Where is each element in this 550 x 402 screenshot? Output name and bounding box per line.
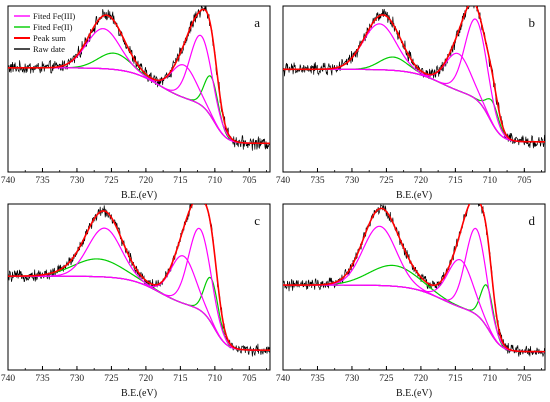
series-fe3-component <box>8 227 270 351</box>
plot-area <box>283 6 545 149</box>
panel-d: 740 735 730 725 720 715 710 705 B.E.(eV) d <box>276 203 546 399</box>
x-tick-label: 735 <box>310 176 325 186</box>
x-tick-label: 735 <box>310 374 325 384</box>
plot-frame <box>7 203 271 371</box>
series-peak-sum <box>283 6 545 143</box>
x-tick-label: 740 <box>276 374 291 384</box>
x-tick-label: 705 <box>242 176 257 186</box>
x-tick-label: 720 <box>139 374 154 384</box>
background-line <box>283 284 545 353</box>
plot-frame <box>282 203 546 371</box>
x-tick-label: 715 <box>448 374 463 384</box>
series-raw-data <box>283 204 545 358</box>
plot-frame <box>282 5 546 173</box>
x-tick-label: 715 <box>173 176 188 186</box>
legend-entry: Raw date <box>33 44 65 54</box>
series-fe2-component <box>283 68 545 143</box>
x-tick-label: 735 <box>35 176 50 186</box>
series-fe3-component <box>283 258 545 353</box>
x-tick-label: 730 <box>345 176 360 186</box>
panel-label: c <box>254 213 260 228</box>
plot-area <box>283 204 545 358</box>
panel-label: a <box>254 15 260 30</box>
x-tick-label: 740 <box>1 374 16 384</box>
plot-area <box>8 6 270 151</box>
series-fe3-component <box>283 52 545 143</box>
series-peak-sum <box>8 204 270 351</box>
panel-a: 740 735 730 725 720 715 710 705 B.E.(eV) a Fited F… <box>1 5 271 201</box>
legend-entry: Fited Fe(II) <box>33 22 73 32</box>
series-fe3-component <box>8 227 270 351</box>
series-peak-sum <box>283 204 545 353</box>
background-line <box>8 67 270 144</box>
x-tick-label: 725 <box>379 176 394 186</box>
x-axis-label: B.E.(eV) <box>396 388 432 399</box>
series-raw-data <box>8 204 270 357</box>
legend-entry: Peak sum <box>33 33 66 43</box>
plot-area <box>8 204 270 357</box>
x-tick-label: 715 <box>173 374 188 384</box>
panel-label: b <box>529 15 536 30</box>
x-tick-label: 710 <box>208 374 223 384</box>
x-tick-label: 710 <box>483 176 498 186</box>
x-tick-label: 720 <box>414 374 429 384</box>
background-line <box>283 68 545 143</box>
legend-entry: Fited Fe(III) <box>33 11 75 21</box>
panel-c: 740 735 730 725 720 715 710 705 B.E.(eV) c <box>1 203 271 399</box>
x-tick-label: 715 <box>448 176 463 186</box>
x-tick-label: 725 <box>104 374 119 384</box>
series-fe2-component <box>8 67 270 144</box>
series-fe2-component <box>283 284 545 353</box>
x-tick-label: 725 <box>104 176 119 186</box>
x-tick-label: 720 <box>139 176 154 186</box>
x-tick-label: 705 <box>517 176 532 186</box>
x-axis-label: B.E.(eV) <box>121 388 157 399</box>
x-tick-label: 730 <box>345 374 360 384</box>
series-fe2-component <box>283 264 545 353</box>
x-tick-label: 705 <box>242 374 257 384</box>
series-fe3-component <box>283 18 545 143</box>
series-fe3-component <box>283 23 545 143</box>
panel-b: 740 735 730 725 720 715 710 705 B.E.(eV) b <box>276 5 546 201</box>
x-tick-label: 740 <box>1 176 16 186</box>
x-tick-label: 725 <box>379 374 394 384</box>
x-tick-label: 730 <box>70 374 85 384</box>
panel-label: d <box>529 213 536 228</box>
x-tick-label: 740 <box>276 176 291 186</box>
series-fe2-component <box>8 275 270 351</box>
x-tick-label: 735 <box>35 374 50 384</box>
x-tick-label: 710 <box>483 374 498 384</box>
x-tick-label: 705 <box>517 374 532 384</box>
series-raw-data <box>283 6 545 149</box>
x-tick-label: 710 <box>208 176 223 186</box>
x-axis-label: B.E.(eV) <box>121 190 157 201</box>
series-peak-sum <box>8 8 270 145</box>
series-fe3-component <box>8 255 270 351</box>
series-fe3-component <box>8 64 270 144</box>
x-axis-label: B.E.(eV) <box>396 190 432 201</box>
x-tick-label: 720 <box>414 176 429 186</box>
background-line <box>8 275 270 351</box>
x-tick-label: 730 <box>70 176 85 186</box>
plot-frame <box>7 5 271 173</box>
series-fe3-component <box>283 227 545 353</box>
